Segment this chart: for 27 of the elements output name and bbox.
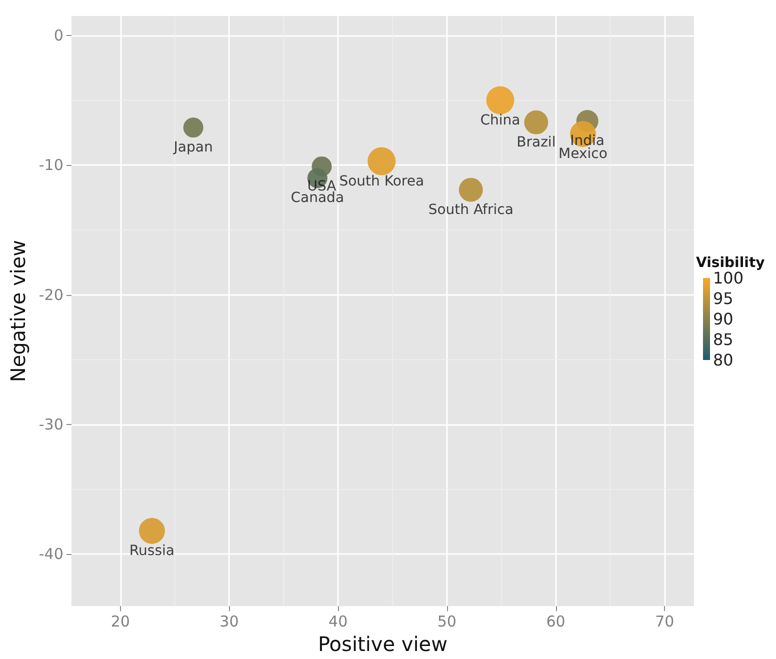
annotation: Japan bbox=[172, 140, 213, 156]
x-tick-label: 50 bbox=[437, 612, 456, 631]
y-tick-label: -20 bbox=[38, 286, 64, 304]
color-bar-label: 100 bbox=[713, 268, 744, 288]
x-tick-label: 20 bbox=[110, 612, 130, 631]
color-bar-label: 95 bbox=[713, 289, 734, 308]
annotation: Russia bbox=[129, 542, 174, 559]
annotation: Brazil bbox=[516, 134, 556, 150]
annotation: Mexico bbox=[558, 146, 608, 162]
x-tick-label: 40 bbox=[328, 612, 348, 631]
y-tick-label: -10 bbox=[38, 156, 64, 174]
color-bar-title: Visibility bbox=[696, 255, 765, 271]
x-tick-label: 70 bbox=[655, 612, 674, 631]
y-tick-label: -40 bbox=[38, 545, 64, 564]
y-tick-label: 0 bbox=[54, 26, 64, 44]
x-tick-label: 30 bbox=[220, 612, 239, 631]
color-bar-label: 85 bbox=[713, 330, 734, 349]
y-tick-label: -30 bbox=[38, 416, 64, 434]
y-axis-title: Negative view bbox=[6, 240, 30, 382]
annotation: Canada bbox=[290, 190, 344, 206]
x-tick-label: 60 bbox=[546, 612, 566, 631]
x-axis-title: Positive view bbox=[318, 632, 448, 656]
color-bar-label: 90 bbox=[713, 310, 734, 328]
annotation: China bbox=[480, 112, 520, 128]
annotation: South Korea bbox=[339, 173, 424, 190]
annotation: South Africa bbox=[428, 202, 514, 218]
color-bar-label: 80 bbox=[713, 350, 734, 370]
